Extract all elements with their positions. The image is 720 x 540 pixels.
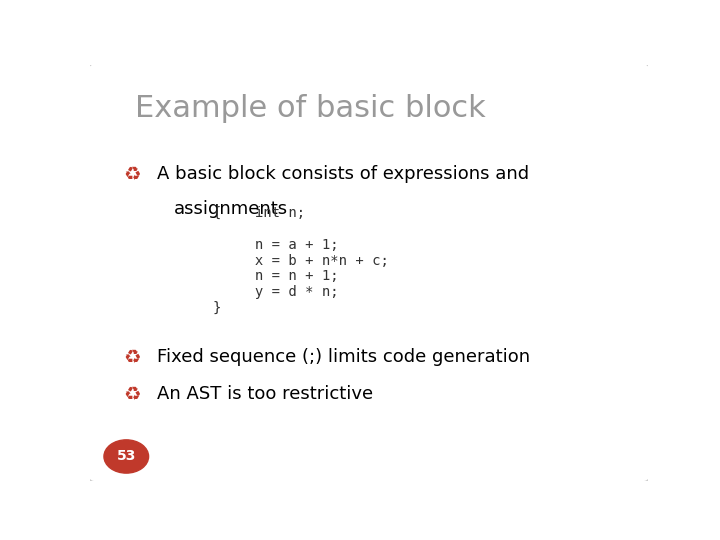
Text: n = n + 1;: n = n + 1; <box>213 269 338 284</box>
Text: An AST is too restrictive: An AST is too restrictive <box>157 385 373 403</box>
Text: x = b + n*n + c;: x = b + n*n + c; <box>213 254 389 268</box>
Text: y = d * n;: y = d * n; <box>213 285 338 299</box>
FancyBboxPatch shape <box>87 63 651 483</box>
Text: 53: 53 <box>117 449 136 463</box>
Text: ♻: ♻ <box>124 348 141 367</box>
Text: Fixed sequence (;) limits code generation: Fixed sequence (;) limits code generatio… <box>157 348 530 366</box>
Text: ♻: ♻ <box>124 385 141 404</box>
Circle shape <box>104 440 148 473</box>
Text: }: } <box>213 301 221 315</box>
Text: {    int n;: { int n; <box>213 206 305 220</box>
Text: ♻: ♻ <box>124 165 141 184</box>
Text: assignments: assignments <box>174 200 288 218</box>
Text: A basic block consists of expressions and: A basic block consists of expressions an… <box>157 165 529 183</box>
Text: n = a + 1;: n = a + 1; <box>213 238 338 252</box>
Text: Example of basic block: Example of basic block <box>135 94 485 123</box>
